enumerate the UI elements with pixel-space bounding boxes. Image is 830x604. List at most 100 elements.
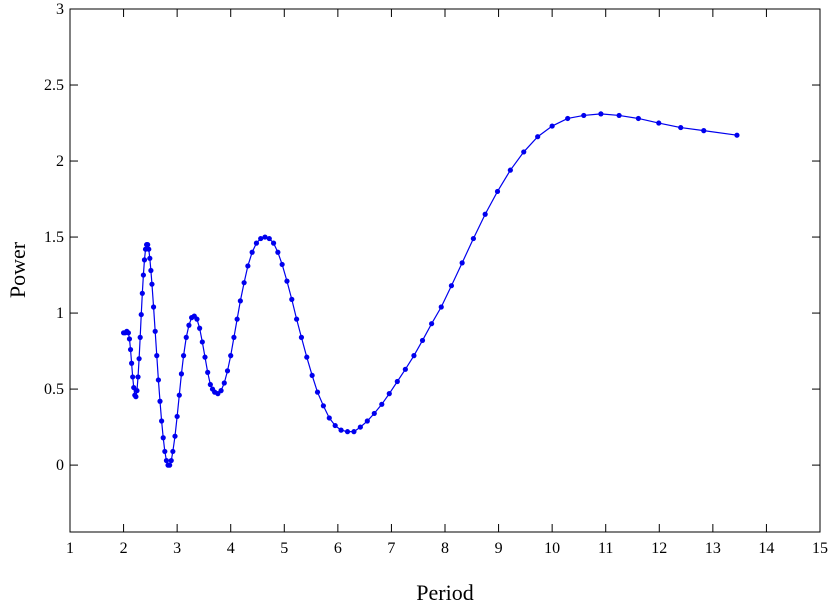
point — [194, 316, 200, 322]
point — [482, 211, 488, 217]
point — [221, 380, 227, 386]
point — [332, 422, 338, 429]
y-tick-label: 0 — [56, 457, 64, 474]
point — [394, 378, 400, 385]
point — [176, 392, 182, 398]
point — [279, 261, 285, 268]
point — [616, 112, 622, 119]
point — [129, 360, 135, 366]
point — [304, 354, 310, 360]
point — [258, 235, 264, 242]
point — [270, 240, 277, 246]
point — [429, 321, 435, 327]
point — [154, 353, 160, 359]
point — [266, 235, 272, 242]
point — [419, 337, 426, 344]
point — [411, 353, 417, 359]
x-tick-label: 3 — [173, 540, 181, 557]
point — [364, 418, 370, 424]
point — [199, 339, 205, 345]
point — [168, 457, 174, 464]
point — [141, 257, 148, 263]
point — [174, 413, 180, 420]
point — [289, 296, 295, 302]
y-tick-label: 0.5 — [44, 381, 64, 398]
point — [135, 374, 141, 380]
y-tick-label: 1 — [56, 305, 64, 322]
point — [126, 336, 133, 342]
point — [178, 371, 185, 377]
x-tick-label: 14 — [758, 540, 774, 557]
point — [155, 377, 161, 383]
point — [163, 457, 170, 464]
point — [275, 249, 281, 255]
point — [734, 132, 740, 138]
point — [565, 115, 571, 122]
point — [149, 281, 155, 287]
point — [549, 123, 555, 129]
point — [147, 255, 153, 261]
point — [228, 353, 234, 359]
point — [152, 328, 158, 334]
x-tick-label: 15 — [812, 540, 828, 557]
x-tick-label: 13 — [705, 540, 721, 557]
x-tick-label: 7 — [387, 540, 395, 557]
x-tick-label: 12 — [651, 540, 667, 557]
point — [262, 234, 268, 240]
point — [205, 369, 211, 375]
x-tick-label: 8 — [441, 540, 449, 557]
point — [459, 260, 465, 266]
point — [197, 325, 203, 331]
point — [656, 120, 662, 126]
point — [494, 188, 501, 195]
x-axis-label: Period — [416, 580, 473, 604]
point — [170, 448, 176, 455]
point — [598, 111, 604, 117]
point — [180, 353, 187, 359]
point — [284, 278, 290, 284]
point — [183, 334, 189, 340]
point — [145, 242, 151, 248]
y-tick-label: 3 — [56, 1, 64, 18]
y-axis-label: Power — [5, 241, 30, 298]
point — [298, 334, 305, 340]
point — [148, 267, 154, 274]
x-tick-label: 9 — [495, 540, 503, 557]
point — [172, 433, 178, 439]
point — [386, 391, 392, 397]
plot-frame — [69, 8, 821, 533]
point — [162, 448, 168, 455]
point — [134, 388, 140, 394]
point — [159, 418, 165, 424]
point — [249, 249, 255, 255]
point — [127, 346, 134, 353]
point — [245, 263, 251, 269]
point — [136, 356, 142, 362]
point — [202, 354, 208, 360]
point — [379, 401, 385, 407]
point — [521, 149, 527, 155]
point — [448, 283, 455, 289]
point — [218, 388, 224, 394]
point — [438, 304, 444, 310]
y-tick-label: 1.5 — [44, 229, 64, 246]
point — [294, 316, 300, 322]
point — [167, 462, 173, 468]
point — [326, 415, 332, 421]
x-tick-label: 1 — [66, 540, 74, 557]
point — [125, 330, 131, 336]
point — [137, 334, 143, 340]
series-line — [123, 113, 738, 466]
x-tick-label: 2 — [120, 540, 128, 557]
point — [635, 115, 641, 122]
point — [320, 403, 326, 409]
point — [146, 246, 152, 252]
x-tick-label: 5 — [280, 540, 288, 557]
point — [309, 372, 315, 379]
point — [678, 124, 684, 131]
x-tick-label: 11 — [598, 540, 613, 557]
point — [234, 316, 240, 322]
point — [253, 240, 260, 246]
point — [231, 334, 237, 340]
